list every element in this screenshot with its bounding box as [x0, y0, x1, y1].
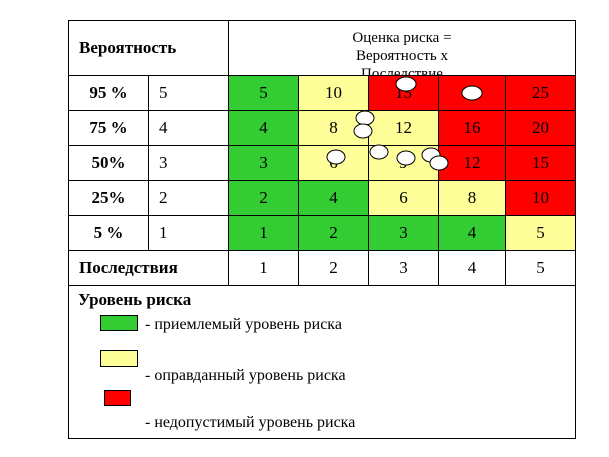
legend-label: - недопустимый уровень риска — [145, 414, 356, 431]
risk-cell: 16 — [438, 110, 506, 146]
legend-title: Уровень риска — [78, 290, 192, 309]
legend-label: - приемлемый уровень риска — [145, 316, 342, 333]
legend-box — [68, 285, 576, 439]
balloon — [355, 110, 375, 126]
balloon — [396, 150, 416, 166]
risk-cell: 8 — [438, 180, 506, 216]
balloon — [369, 144, 389, 160]
legend-swatch — [100, 315, 138, 331]
balloon — [353, 123, 373, 139]
balloon — [326, 149, 346, 165]
risk-cell: 2 — [228, 180, 299, 216]
balloon — [429, 155, 449, 171]
risk-cell: 3 — [228, 145, 299, 181]
legend-label: - оправданный уровень риска — [145, 367, 346, 384]
risk-cell: 12 — [438, 145, 506, 181]
legend-swatch — [104, 390, 131, 406]
risk-cell: 15 — [368, 75, 439, 111]
legend-swatch — [100, 350, 138, 367]
balloon — [395, 76, 417, 92]
risk-cell: 10 — [298, 75, 369, 111]
risk-cell: 25 — [505, 75, 576, 111]
risk-cell: 5 — [505, 215, 576, 251]
balloon — [461, 85, 483, 101]
risk-cell: 4 — [228, 110, 299, 146]
risk-cell: 4 — [438, 215, 506, 251]
